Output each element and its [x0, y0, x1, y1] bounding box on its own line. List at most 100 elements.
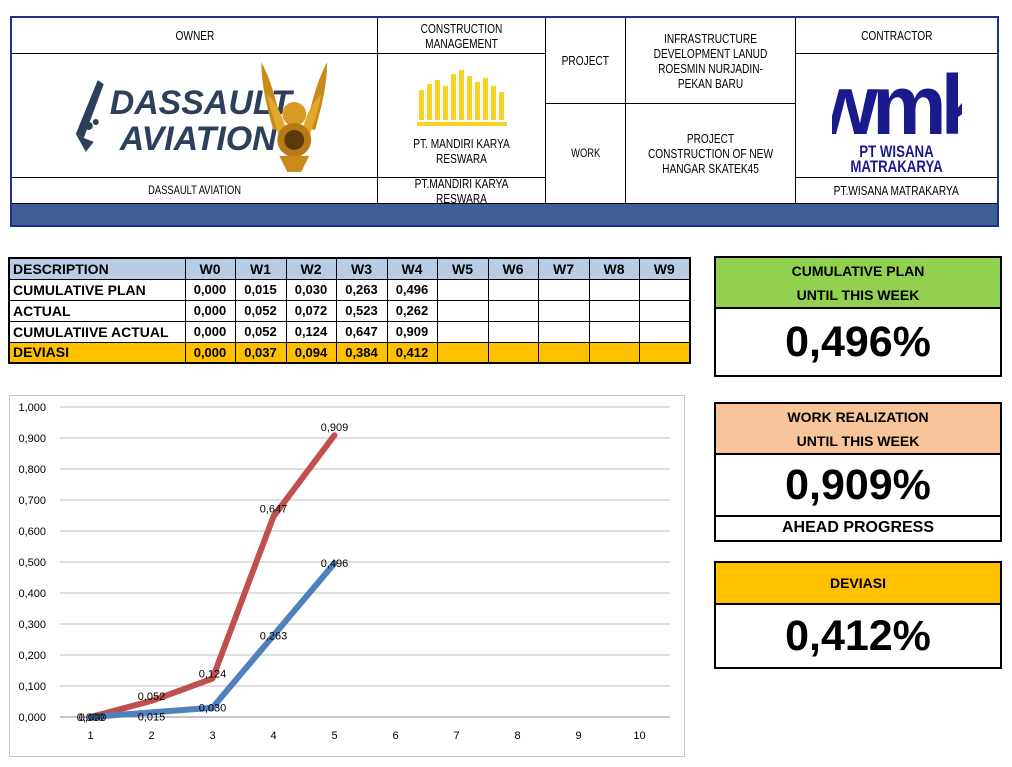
progress-line-chart: 0,000 0,100 0,200 0,300 0,400 0,500 0,600 0,700… [9, 395, 685, 757]
table-cell [588, 341, 640, 364]
row-label: CUMULATIVE PLAN [8, 278, 186, 301]
y-tick-label: 0,200 [18, 650, 46, 662]
x-tick-label: 8 [514, 730, 520, 742]
wmk-logo: wmk [832, 58, 962, 144]
owner-label-cell: OWNER [12, 18, 378, 54]
kpi-deviasi-title: DEVIASI [829, 575, 886, 591]
data-label: 0,015 [138, 711, 166, 723]
table-cell: 0,523 [335, 299, 388, 322]
x-tick-label: 6 [392, 730, 398, 742]
kpi-deviasi: DEVIASI 0,412% [714, 561, 1002, 669]
chart-canvas: 0,000 0,100 0,200 0,300 0,400 0,500 0,600 0,700… [18, 402, 670, 742]
contractor-label: CONTRACTOR [860, 28, 933, 43]
x-tick-label: 2 [148, 730, 154, 742]
table-row-cumulative-actual: CUMULATIIVE ACTUAL 0,000 0,052 0,124 0,6… [8, 320, 691, 343]
weekly-progress-table: DESCRIPTION W0 W1 W2 W3 W4 W5 W6 W7 W8 W… [8, 257, 691, 364]
dassault-logo-text-2: AVIATION [119, 119, 278, 157]
kpi-plan-value: 0,496% [785, 317, 931, 366]
row-label: ACTUAL [8, 299, 186, 322]
table-cell [588, 320, 640, 343]
table-cell [638, 320, 691, 343]
table-row-cumulative-plan: CUMULATIVE PLAN 0,000 0,015 0,030 0,263 … [8, 278, 691, 301]
table-cell: 0,384 [335, 341, 388, 364]
x-tick-label: 3 [209, 730, 215, 742]
cm-name: PT.MANDIRI KARYA RESWARA [414, 175, 509, 206]
kpi-realization-header: WORK REALIZATION UNTIL THIS WEEK [716, 404, 1000, 455]
y-tick-label: 0,400 [18, 588, 46, 600]
table-cell: 0,000 [184, 320, 236, 343]
x-tick-label: 9 [575, 730, 581, 742]
column-header: W0 [184, 257, 236, 280]
table-cell: 0,124 [285, 320, 337, 343]
column-header: W6 [487, 257, 539, 280]
cm-name-cell: PT.MANDIRI KARYA RESWARA [378, 175, 546, 206]
table-cell: 0,412 [386, 341, 438, 364]
x-tick-label: 7 [453, 730, 459, 742]
table-cell [537, 299, 590, 322]
x-tick-label: 5 [331, 730, 337, 742]
kpi-realization-title: WORK REALIZATION [787, 408, 929, 425]
data-label: 0,496 [321, 558, 349, 570]
table-cell: 0,263 [335, 278, 388, 301]
series-line-2 [87, 560, 338, 720]
y-tick-label: 1,000 [18, 402, 46, 414]
table-header-row: DESCRIPTION W0 W1 W2 W3 W4 W5 W6 W7 W8 W… [8, 257, 691, 280]
table-cell: 0,052 [234, 320, 287, 343]
y-tick-label: 0,100 [18, 681, 46, 693]
wmk-logo-text: wmk [832, 58, 962, 144]
table-cell [487, 341, 539, 364]
contractor-logo-cell: wmk PT WISANA MATRAKARYA [796, 54, 997, 178]
table-cell [487, 320, 539, 343]
owner-name: DASSAULT AVIATION [148, 183, 241, 197]
data-label: 0,000 [79, 712, 107, 724]
project-value: INFRASTRUCTURE DEVELOPMENT LANUD ROESMIN… [653, 30, 768, 91]
column-header: W5 [436, 257, 489, 280]
series-line-1 [87, 432, 338, 720]
table-cell [537, 341, 590, 364]
table-cell [436, 341, 489, 364]
project-value-cell: INFRASTRUCTURE DEVELOPMENT LANUD ROESMIN… [626, 18, 796, 104]
header-band [12, 204, 997, 225]
data-label: 0,263 [260, 630, 288, 642]
cm-label: CONSTRUCTION MANAGEMENT [420, 20, 503, 51]
table-cell: 0,000 [184, 299, 236, 322]
row-label: DEVIASI [8, 341, 186, 364]
owner-logo-cell: DASSAULT AVIATION [12, 54, 378, 178]
data-label: 0,030 [199, 703, 227, 715]
project-header: OWNER DASSAULT AVIATION DA [10, 16, 999, 227]
cm-logo-caption: PT. MANDIRI KARYA RESWARA [413, 135, 510, 166]
table-cell: 0,000 [184, 278, 236, 301]
kpi-work-realization: WORK REALIZATION UNTIL THIS WEEK 0,909% … [714, 402, 1002, 542]
kpi-plan-title: CUMULATIVE PLAN [791, 262, 925, 279]
kpi-realization-value: 0,909% [785, 460, 931, 509]
kpi-plan-subtitle: UNTIL THIS WEEK [796, 286, 920, 303]
table-cell [436, 278, 489, 301]
work-value: PROJECT CONSTRUCTION OF NEW HANGAR SKATE… [647, 131, 774, 176]
kpi-plan-header: CUMULATIVE PLAN UNTIL THIS WEEK [716, 258, 1000, 309]
contractor-name-cell: PT.WISANA MATRAKARYA [796, 178, 997, 204]
dassault-wing-icon [75, 79, 104, 152]
y-tick-label: 0,500 [18, 557, 46, 569]
dassault-logo: DASSAULT AVIATION [75, 61, 328, 172]
kpi-realization-status: AHEAD PROGRESS [716, 515, 1000, 540]
column-header: DESCRIPTION [8, 257, 186, 280]
project-label-cell: PROJECT [546, 18, 626, 104]
work-value-cell: PROJECT CONSTRUCTION OF NEW HANGAR SKATE… [626, 104, 796, 204]
kpi-deviasi-value: 0,412% [785, 611, 931, 660]
table-cell: 0,000 [184, 341, 236, 364]
x-tick-label: 10 [633, 730, 645, 742]
owner-name-cell: DASSAULT AVIATION [12, 178, 378, 204]
table-cell [537, 320, 590, 343]
cm-label-cell: CONSTRUCTION MANAGEMENT [378, 18, 546, 54]
contractor-label-cell: CONTRACTOR [796, 18, 997, 54]
cm-logo-cell: PT. MANDIRI KARYA RESWARA [378, 54, 546, 178]
table-cell [436, 299, 489, 322]
table-cell: 0,015 [234, 278, 287, 301]
column-header: W8 [588, 257, 640, 280]
column-header: W1 [234, 257, 287, 280]
table-cell: 0,496 [386, 278, 438, 301]
owner-label: OWNER [175, 28, 214, 43]
column-header: W3 [335, 257, 388, 280]
table-cell [487, 299, 539, 322]
table-cell [588, 299, 640, 322]
